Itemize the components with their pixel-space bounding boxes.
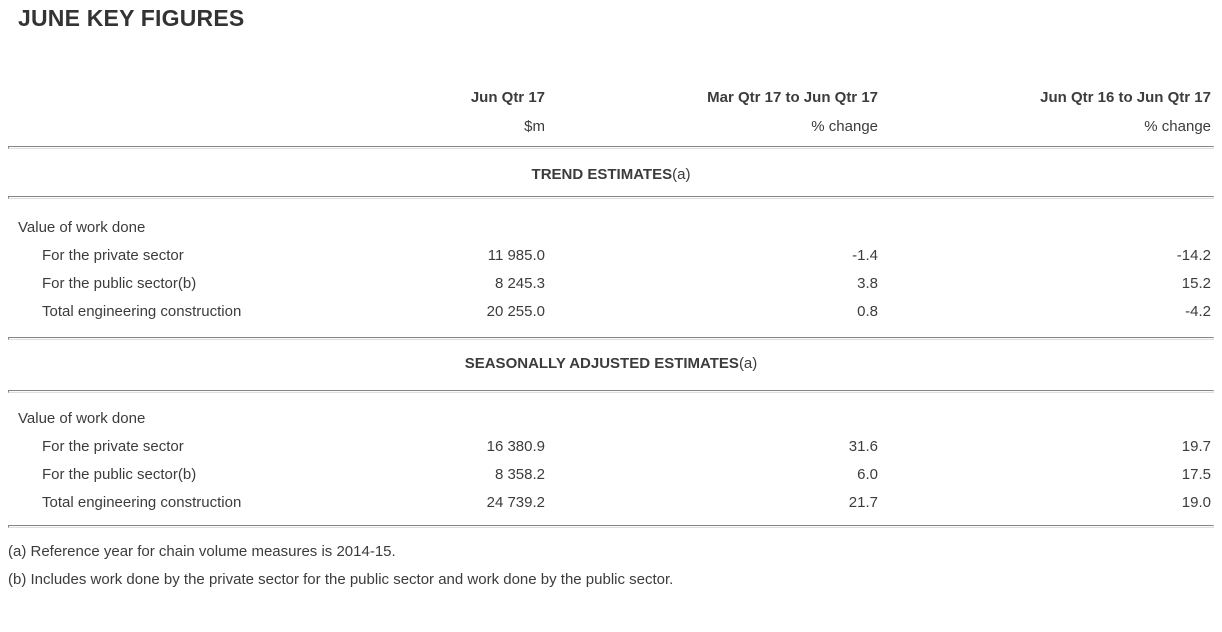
value-cell: 15.2 xyxy=(1181,275,1211,292)
value-cell: 19.7 xyxy=(1181,438,1211,455)
unit-header-pct-change-qtr: % change xyxy=(811,118,878,135)
table-header-row-units: $m % change % change xyxy=(8,112,1214,141)
value-cell: 0.8 xyxy=(857,303,878,320)
row-label: Total engineering construction xyxy=(42,303,242,320)
row-label: For the public sector(b) xyxy=(42,466,197,483)
value-cell xyxy=(881,214,1214,242)
value-cell: 17.5 xyxy=(1181,466,1211,483)
section-heading-note: (a) xyxy=(672,166,691,183)
table-row-group: Value of work done xyxy=(8,405,1214,433)
value-cell xyxy=(881,405,1214,433)
row-label: For the private sector xyxy=(42,438,184,455)
value-cell: 24 739.2 xyxy=(486,494,545,511)
value-cell: 3.8 xyxy=(857,275,878,292)
value-cell xyxy=(548,214,881,242)
row-group-label: Value of work done xyxy=(18,219,146,236)
section-heading-trend-estimates: TREND ESTIMATES(a) xyxy=(8,161,1214,189)
table-row-private-sector: For the private sector 11 985.0 -1.4 -14… xyxy=(8,242,1214,270)
table-row-public-sector: For the public sector(b) 8 358.2 6.0 17.… xyxy=(8,461,1214,489)
value-cell: 16 380.9 xyxy=(486,438,545,455)
page: JUNE KEY FIGURES Jun Qtr 17 Mar Qtr 17 t… xyxy=(0,4,1222,594)
header-spacer xyxy=(8,83,308,112)
row-group-label: Value of work done xyxy=(18,410,146,427)
value-cell: -4.2 xyxy=(1185,303,1211,320)
value-cell xyxy=(308,405,548,433)
footnotes: (a) Reference year for chain volume meas… xyxy=(8,538,1214,594)
section-divider xyxy=(8,390,1214,393)
row-label: For the public sector(b) xyxy=(42,275,197,292)
page-title: JUNE KEY FIGURES xyxy=(18,5,245,31)
value-cell: -1.4 xyxy=(852,247,878,264)
value-cell: -14.2 xyxy=(1176,247,1211,264)
value-cell: 8 358.2 xyxy=(494,466,545,483)
table-header: Jun Qtr 17 Mar Qtr 17 to Jun Qtr 17 Jun … xyxy=(8,83,1214,141)
section-divider xyxy=(8,146,1214,149)
column-header-mar-to-jun: Mar Qtr 17 to Jun Qtr 17 xyxy=(707,89,878,106)
column-header-jun16-to-jun17: Jun Qtr 16 to Jun Qtr 17 xyxy=(1040,89,1211,106)
table-row-total-engineering: Total engineering construction 20 255.0 … xyxy=(8,298,1214,326)
section-heading-text: SEASONALLY ADJUSTED ESTIMATES xyxy=(464,355,739,372)
table-row-total-engineering: Total engineering construction 24 739.2 … xyxy=(8,489,1214,517)
table-row-public-sector: For the public sector(b) 8 245.3 3.8 15.… xyxy=(8,270,1214,298)
value-cell xyxy=(308,214,548,242)
table-row-private-sector: For the private sector 16 380.9 31.6 19.… xyxy=(8,433,1214,461)
value-cell: 8 245.3 xyxy=(494,275,545,292)
value-cell: 21.7 xyxy=(848,494,878,511)
table-row-group: Value of work done xyxy=(8,214,1214,242)
column-header-jun-qtr-17: Jun Qtr 17 xyxy=(470,89,545,106)
row-label: For the private sector xyxy=(42,247,184,264)
table-header-row-periods: Jun Qtr 17 Mar Qtr 17 to Jun Qtr 17 Jun … xyxy=(8,83,1214,112)
section-heading-text: TREND ESTIMATES xyxy=(531,166,673,183)
section-divider xyxy=(8,525,1214,528)
value-cell: 19.0 xyxy=(1181,494,1211,511)
section-heading-seasonally-adjusted: SEASONALLY ADJUSTED ESTIMATES(a) xyxy=(8,350,1214,378)
section-divider xyxy=(8,337,1214,340)
section-heading-note: (a) xyxy=(738,355,758,372)
value-cell: 31.6 xyxy=(848,438,878,455)
footnote-b: (b) Includes work done by the private se… xyxy=(8,571,674,588)
section-divider xyxy=(8,196,1214,199)
footnote-a: (a) Reference year for chain volume meas… xyxy=(8,543,396,560)
row-label: Total engineering construction xyxy=(42,494,242,511)
unit-header-dollars-m: $m xyxy=(524,118,545,135)
header-spacer xyxy=(8,112,308,141)
value-cell xyxy=(548,405,881,433)
value-cell: 11 985.0 xyxy=(487,247,545,264)
value-cell: 6.0 xyxy=(857,466,878,483)
unit-header-pct-change-year: % change xyxy=(1144,118,1211,135)
key-figures-table: Jun Qtr 17 Mar Qtr 17 to Jun Qtr 17 Jun … xyxy=(8,83,1214,528)
value-cell: 20 255.0 xyxy=(486,303,545,320)
